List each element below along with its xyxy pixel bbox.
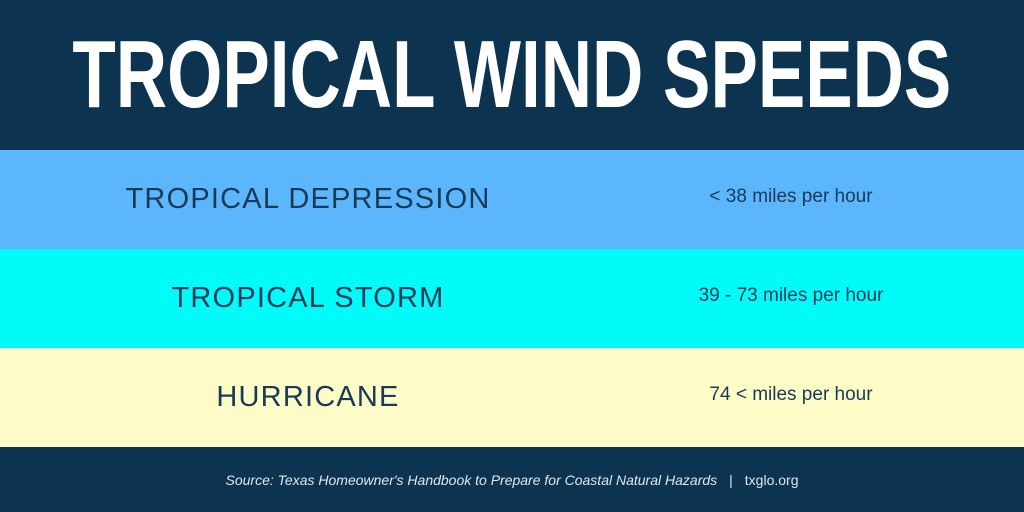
speed-value: 74 < miles per hour — [709, 383, 873, 405]
row-hurricane: HURRICANE 74 < miles per hour — [0, 348, 1024, 447]
page-title: TROPICAL WIND SPEEDS — [72, 21, 952, 128]
row-tropical-depression: TROPICAL DEPRESSION < 38 miles per hour — [0, 150, 1024, 249]
category-label: TROPICAL STORM — [171, 282, 445, 314]
speed-value: < 38 miles per hour — [709, 185, 873, 207]
category-label: TROPICAL DEPRESSION — [125, 183, 491, 215]
footer-separator: | — [729, 471, 733, 488]
source-citation: Source: Texas Homeowner's Handbook to Pr… — [225, 471, 718, 488]
footer-source: Source: Texas Homeowner's Handbook to Pr… — [0, 447, 1024, 512]
category-label: HURRICANE — [216, 381, 400, 413]
source-site: txglo.org — [744, 471, 799, 488]
speed-value: 39 - 73 miles per hour — [698, 284, 884, 306]
row-tropical-storm: TROPICAL STORM 39 - 73 miles per hour — [0, 249, 1024, 348]
header-banner: TROPICAL WIND SPEEDS — [0, 0, 1024, 150]
